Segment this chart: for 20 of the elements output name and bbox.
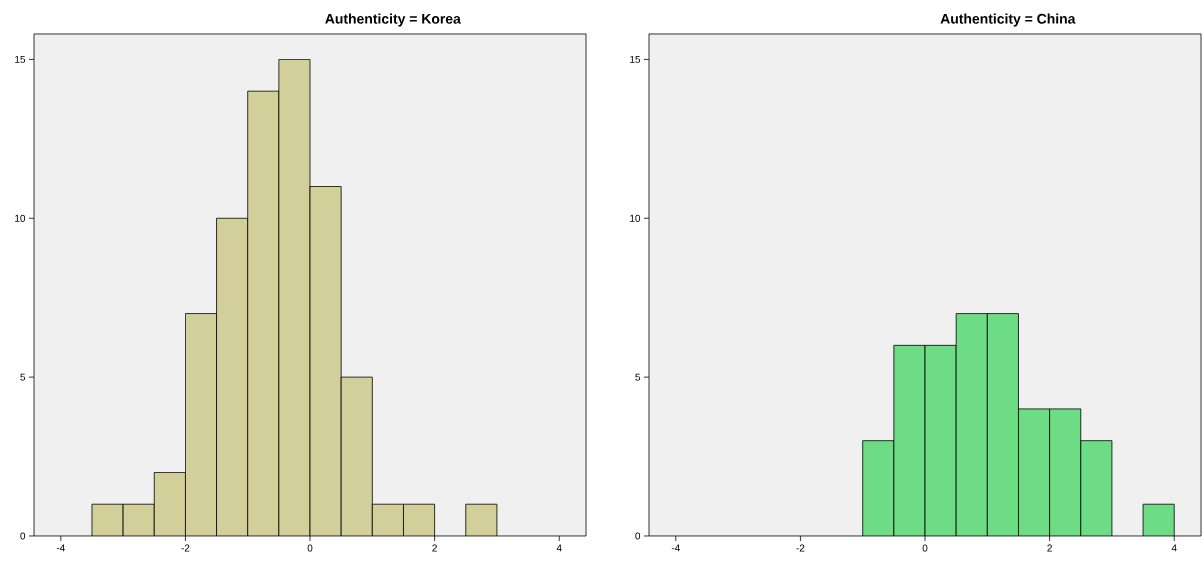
x-tick-label: 0 xyxy=(922,544,928,552)
x-tick-label: -2 xyxy=(796,544,805,552)
y-tick-label: 10 xyxy=(15,214,26,222)
y-tick-label: 5 xyxy=(20,373,26,381)
chart-title: Authenticity = China xyxy=(940,13,1076,27)
x-tick-label: 4 xyxy=(556,544,562,552)
y-tick-label: 15 xyxy=(630,55,641,63)
chart-title: Authenticity = Korea xyxy=(325,13,461,27)
y-tick-label: 5 xyxy=(635,373,641,381)
x-tick-label: -4 xyxy=(671,544,680,552)
y-tick-label: 0 xyxy=(20,532,26,540)
y-tick-label: 0 xyxy=(635,532,641,540)
y-tick-label: 10 xyxy=(630,214,641,222)
x-tick-label: -4 xyxy=(56,544,65,552)
y-tick-label: 15 xyxy=(15,55,26,63)
x-tick-label: 2 xyxy=(1047,544,1052,552)
x-tick-label: 2 xyxy=(432,544,437,552)
x-tick-label: 4 xyxy=(1171,544,1177,552)
x-tick-label: -2 xyxy=(181,544,190,552)
x-tick-label: 0 xyxy=(307,544,313,552)
